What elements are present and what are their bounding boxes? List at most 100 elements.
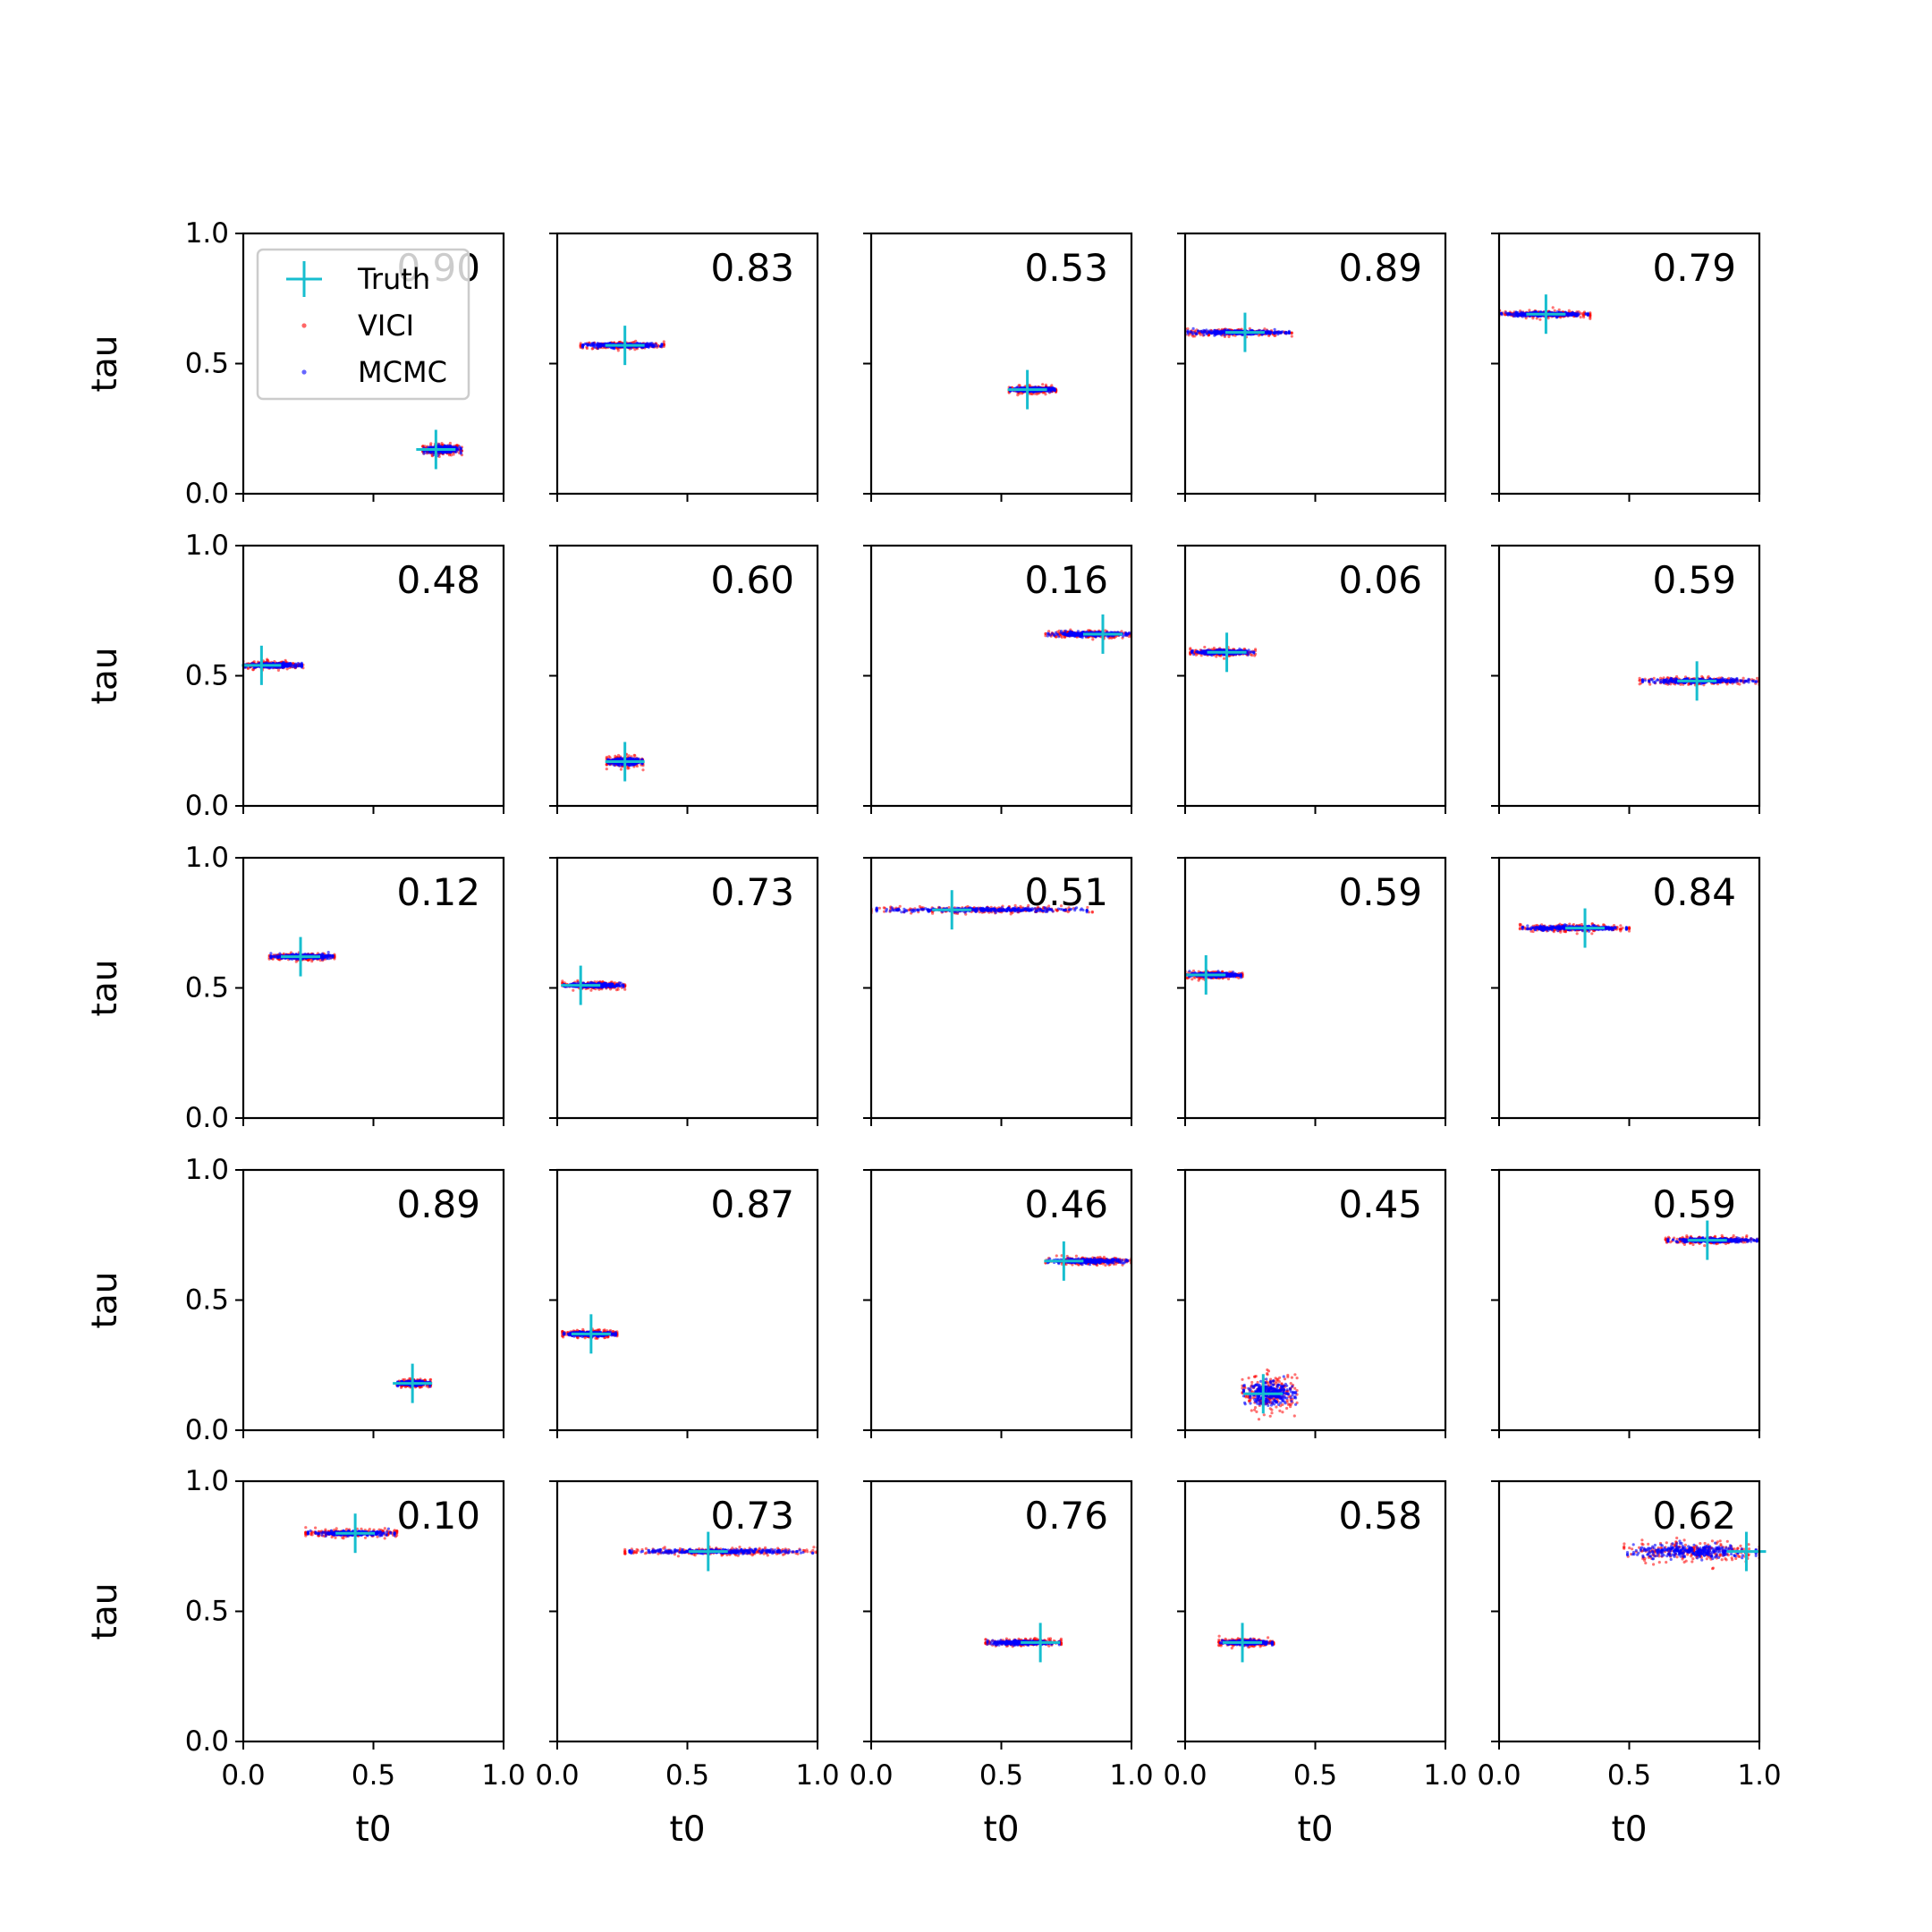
mcmc-point [1268, 330, 1272, 335]
mcmc-point [1080, 636, 1084, 640]
vici-point [440, 442, 444, 445]
vici-point [1551, 306, 1555, 309]
vici-point [590, 347, 594, 351]
vici-point [285, 667, 289, 671]
mcmc-point [1223, 334, 1226, 337]
vici-point [1581, 311, 1586, 315]
mcmc-point [1186, 330, 1190, 334]
mcmc-point [586, 343, 589, 347]
mcmc-point [1238, 647, 1241, 651]
mcmc-point [1196, 329, 1199, 333]
mcmc-point [628, 763, 631, 767]
vici-point [1035, 393, 1038, 396]
mcmc-point [448, 451, 452, 454]
y-tick-label: 0.0 [185, 478, 229, 510]
mcmc-point [300, 663, 303, 666]
mcmc-point [1052, 388, 1055, 392]
mcmc-point [1586, 312, 1589, 316]
mcmc-point [1519, 313, 1522, 317]
mcmc-point [1198, 651, 1201, 655]
panel-2-5: 0.59 [1491, 544, 1761, 814]
mcmc-point [1272, 331, 1275, 335]
overlap-score: 0.16 [1024, 558, 1108, 602]
mcmc-point [1046, 634, 1049, 638]
vici-point [1290, 335, 1293, 338]
vici-point [1050, 384, 1054, 387]
mcmc-point [1055, 632, 1059, 636]
mcmc-point [283, 663, 286, 666]
mcmc-point [640, 762, 644, 766]
mcmc-point [593, 345, 597, 349]
panel-2-3: 0.16 [863, 544, 1133, 814]
vici-point [1528, 309, 1531, 312]
vici-point [1222, 657, 1226, 660]
mcmc-point [459, 450, 462, 454]
mcmc-point [1205, 650, 1208, 654]
mcmc-point [1566, 314, 1570, 318]
vici-point [1589, 313, 1592, 317]
vici-point [1579, 316, 1582, 319]
vici-point [1212, 646, 1216, 650]
mcmc-point [649, 343, 653, 347]
vici-point [1589, 316, 1592, 319]
overlap-score: 0.06 [1338, 558, 1422, 602]
mcmc-point [592, 341, 596, 345]
mcmc-point [1572, 312, 1575, 316]
mcmc-point [1246, 651, 1250, 655]
overlap-score: 0.89 [1338, 246, 1422, 290]
mcmc-point [1084, 635, 1088, 639]
mcmc-point [1053, 634, 1056, 638]
mcmc-point [1220, 331, 1224, 335]
mcmc-point [1521, 315, 1524, 318]
mcmc-point [1202, 649, 1206, 653]
mcmc-point [1216, 329, 1219, 333]
mcmc-point [1191, 650, 1194, 654]
overlap-score: 0.83 [710, 246, 794, 290]
vici-point [627, 767, 631, 770]
vici-point [579, 342, 582, 345]
vici-point [1193, 335, 1197, 338]
mcmc-point [1203, 329, 1207, 333]
mcmc-point [294, 662, 298, 665]
vici-point [1091, 638, 1095, 641]
vici-point [1199, 654, 1203, 657]
vici-point [1044, 634, 1047, 638]
mcmc-point [1048, 388, 1052, 392]
vici-point [252, 660, 256, 664]
vici-point [633, 754, 637, 758]
mcmc-point [660, 343, 664, 346]
vici-point [616, 349, 620, 352]
mcmc-point [1069, 633, 1072, 637]
mcmc-point [290, 663, 293, 666]
mcmc-point [1069, 631, 1072, 634]
vici-point [452, 453, 455, 456]
mcmc-point [1507, 311, 1511, 316]
mcmc-point [1199, 329, 1203, 333]
mcmc-point [1051, 386, 1055, 389]
mcmc-point [1192, 653, 1196, 657]
mcmc-point [1252, 651, 1256, 655]
mcmc-point [1212, 331, 1216, 335]
mcmc-point [631, 762, 635, 766]
overlap-score: 0.60 [710, 558, 794, 602]
vici-point [619, 767, 623, 771]
mcmc-point [422, 452, 426, 455]
vici-point [635, 765, 640, 768]
mcmc-point [599, 342, 603, 346]
mcmc-point [655, 344, 658, 348]
vici-point [1186, 327, 1190, 331]
vici-point [1194, 653, 1198, 657]
vici-point [448, 441, 452, 445]
mcmc-point [1046, 631, 1049, 635]
panel-2-2: 0.60 [549, 544, 819, 814]
mcmc-point [1050, 631, 1055, 635]
mcmc-point [1504, 311, 1508, 315]
mcmc-point [640, 758, 644, 761]
overlap-score: 0.48 [396, 558, 480, 602]
mcmc-point [1241, 333, 1244, 337]
mcmc-point [1191, 326, 1195, 330]
mcmc-point [1209, 329, 1213, 333]
vici-point [1063, 635, 1067, 639]
mcmc-point [441, 452, 445, 455]
